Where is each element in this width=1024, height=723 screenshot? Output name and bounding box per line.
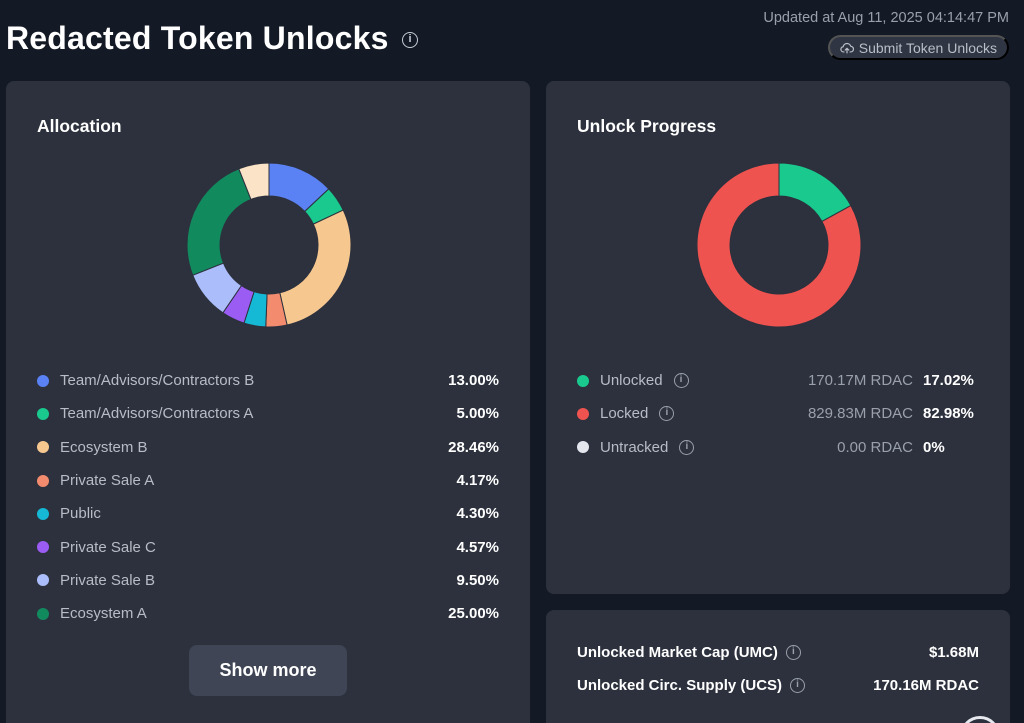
allocation-legend: Team/Advisors/Contractors B 13.00% Team/Ad… [37, 364, 499, 630]
allocation-title: Allocation [37, 116, 122, 136]
legend-item-private-sale-b[interactable]: Private Sale B 9.50% [37, 564, 499, 597]
unlock-progress-title: Unlock Progress [577, 116, 717, 136]
legend-value: 4.57% [456, 538, 499, 556]
legend-label: Locked [600, 405, 649, 423]
legend-label: Team/Advisors/Contractors A [60, 405, 254, 423]
info-icon[interactable]: i [790, 677, 806, 693]
legend-label: Private Sale B [60, 571, 156, 589]
legend-item-private-sale-a[interactable]: Private Sale A 4.17% [37, 464, 499, 497]
info-icon[interactable]: i [402, 32, 418, 48]
legend-item-unlocked[interactable]: Unlocked i 170.17M RDAC 17.02% [577, 364, 979, 397]
page-title: Redacted Token Unlocks [6, 20, 389, 56]
updated-timestamp: Updated at Aug 11, 2025 04:14:47 PM [763, 10, 1009, 26]
legend-amount: 170.17M RDAC [807, 372, 913, 390]
legend-item-public[interactable]: Public 4.30% [37, 497, 499, 530]
info-icon[interactable]: i [673, 373, 689, 389]
donut-slice-ecosystem-b[interactable] [279, 209, 352, 326]
legend-label: Unlocked [600, 372, 663, 390]
legend-item-team-advisors-contractors-a[interactable]: Team/Advisors/Contractors A 5.00% [37, 397, 499, 430]
legend-item-locked[interactable]: Locked i 829.83M RDAC 82.98% [577, 397, 979, 430]
legend-color-dot [37, 607, 49, 620]
legend-label: Public [60, 505, 101, 523]
legend-value: 4.17% [456, 472, 499, 490]
legend-color-dot [37, 374, 49, 387]
legend-color-dot [37, 541, 49, 554]
legend-color-dot [37, 574, 49, 587]
legend-color-dot [37, 441, 49, 454]
legend-item-private-sale-c[interactable]: Private Sale C 4.57% [37, 530, 499, 563]
legend-value: 82.98% [923, 405, 974, 423]
legend-value: 13.00% [448, 372, 499, 390]
legend-color-dot [577, 407, 589, 420]
submit-token-unlocks-button[interactable]: Submit Token Unlocks [827, 35, 1009, 60]
legend-amount: 829.83M RDAC [807, 405, 913, 423]
donut-slice-ecosystem-a[interactable] [186, 168, 252, 276]
legend-color-dot [37, 407, 49, 420]
unlock-progress-legend: Unlocked i 170.17M RDAC 17.02% Locked i 829.83… [577, 364, 979, 464]
legend-value: 0% [923, 438, 945, 456]
legend-amount: 0.00 RDAC [837, 438, 913, 456]
market-metrics-card: Unlocked Market Cap (UMC) i $1.68M Unloc… [546, 610, 1010, 723]
legend-label: Private Sale A [60, 472, 155, 490]
legend-item-team-advisors-contractors-b[interactable]: Team/Advisors/Contractors B 13.00% [37, 364, 499, 397]
legend-value: 25.00% [448, 605, 499, 623]
legend-label: Ecosystem B [60, 438, 148, 456]
metric-label: Unlocked Market Cap (UMC) [577, 643, 778, 661]
legend-label: Private Sale C [60, 538, 156, 556]
allocation-card: Allocation Team/Advisors/Contractors B 13… [6, 81, 530, 723]
metric-row-ucs: Unlocked Circ. Supply (UCS) i 170.16M RD… [577, 672, 979, 698]
donut-slice-locked[interactable] [696, 162, 862, 328]
metric-value: 170.16M RDAC [873, 676, 979, 694]
legend-value: 28.46% [448, 438, 499, 456]
legend-label: Ecosystem A [60, 605, 147, 623]
info-icon[interactable]: i [679, 439, 695, 455]
donut-slice-other[interactable] [238, 162, 270, 201]
legend-color-dot [37, 474, 49, 487]
unlock-progress-card: Unlock Progress Unlocked i 170.17M RDAC 17.… [546, 81, 1010, 594]
metric-value: $1.68M [928, 643, 979, 661]
metric-label: Unlocked Circ. Supply (UCS) [577, 676, 783, 694]
legend-item-ecosystem-b[interactable]: Ecosystem B 28.46% [37, 431, 499, 464]
submit-label: Submit Token Unlocks [858, 39, 997, 56]
legend-label: Team/Advisors/Contractors B [60, 372, 255, 390]
legend-value: 4.30% [456, 505, 499, 523]
legend-color-dot [577, 374, 589, 387]
legend-color-dot [37, 507, 49, 520]
info-icon[interactable]: i [659, 406, 675, 422]
allocation-donut-chart[interactable] [186, 162, 352, 328]
legend-value: 17.02% [923, 372, 974, 390]
legend-value: 9.50% [456, 571, 499, 589]
info-icon[interactable]: i [785, 644, 801, 660]
metric-row-umc: Unlocked Market Cap (UMC) i $1.68M [577, 639, 979, 665]
legend-item-ecosystem-a[interactable]: Ecosystem A 25.00% [37, 597, 499, 630]
legend-color-dot [577, 441, 589, 454]
unlock-progress-donut-chart[interactable] [696, 162, 862, 328]
legend-value: 5.00% [456, 405, 499, 423]
cloud-upload-icon [840, 42, 854, 53]
legend-label: Untracked [600, 438, 669, 456]
show-more-button[interactable]: Show more [189, 645, 347, 696]
legend-item-untracked[interactable]: Untracked i 0.00 RDAC 0% [577, 431, 979, 464]
